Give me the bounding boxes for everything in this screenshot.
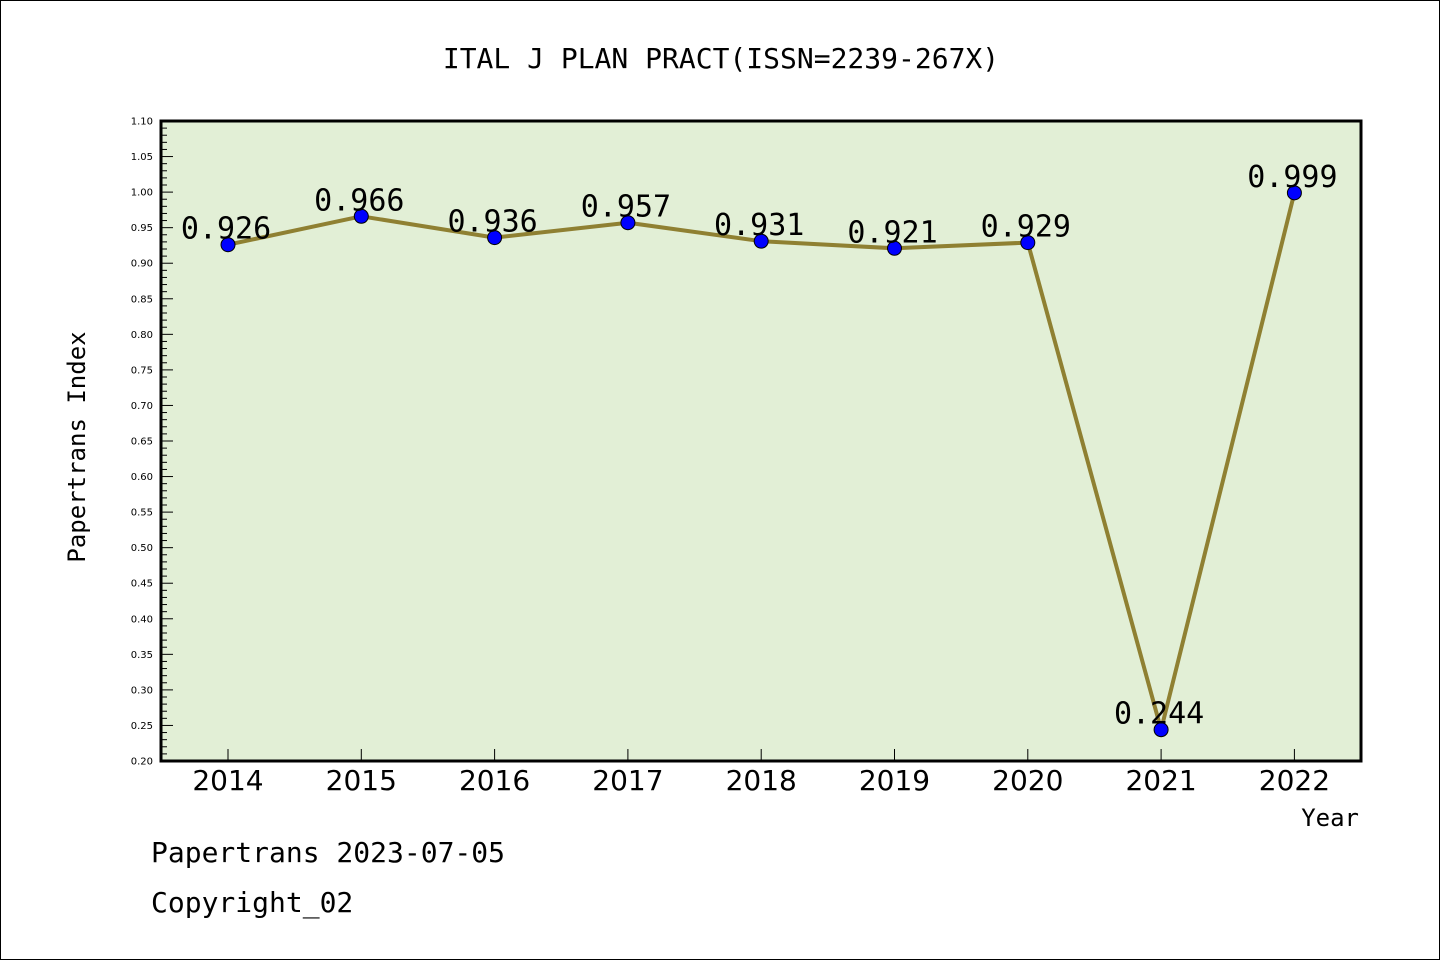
x-tick-label: 2017 <box>592 764 663 797</box>
footer-copyright: Copyright_02 <box>151 886 354 919</box>
x-tick-label: 2021 <box>1125 764 1196 797</box>
y-tick-label: 0.95 <box>131 223 153 234</box>
footer-date: Papertrans 2023-07-05 <box>151 836 506 869</box>
data-label: 0.244 <box>1114 697 1204 732</box>
y-tick-label: 0.45 <box>131 579 153 590</box>
data-point <box>353 208 369 224</box>
data-label: 0.929 <box>981 210 1071 245</box>
data-label: 0.966 <box>314 183 404 218</box>
data-point <box>220 237 236 253</box>
y-tick-label: 1.00 <box>131 188 153 199</box>
x-tick-label: 2019 <box>859 764 930 797</box>
y-tick-label: 0.60 <box>131 472 153 483</box>
y-axis-label: Papertrans Index <box>63 331 91 562</box>
data-label: 0.957 <box>581 190 671 225</box>
y-tick-label: 0.65 <box>131 437 153 448</box>
y-tick-label: 0.70 <box>131 401 153 412</box>
x-axis-label: Year <box>1301 804 1359 832</box>
y-tick-label: 1.05 <box>131 152 153 163</box>
data-point <box>1153 722 1169 738</box>
y-tick-label: 0.75 <box>131 365 153 376</box>
chart-title: ITAL J PLAN PRACT(ISSN=2239-267X) <box>443 42 999 75</box>
y-tick-label: 0.25 <box>131 721 153 732</box>
y-tick-label: 0.20 <box>131 757 153 768</box>
x-tick-label: 2018 <box>726 764 797 797</box>
y-tick-label: 0.80 <box>131 330 153 341</box>
y-tick-label: 0.90 <box>131 259 153 270</box>
plot-border <box>159 119 1363 763</box>
data-point <box>1020 235 1036 251</box>
data-point <box>1286 185 1302 201</box>
plot-area <box>161 121 1361 761</box>
data-label: 0.921 <box>847 215 937 250</box>
data-point <box>887 240 902 256</box>
x-tick-label: 2016 <box>459 764 530 797</box>
y-tick-label: 0.35 <box>131 650 153 661</box>
x-tick-label: 2014 <box>192 764 263 797</box>
y-tick-label: 0.50 <box>131 543 153 554</box>
data-label: 0.926 <box>181 212 271 247</box>
y-tick-label: 0.85 <box>131 294 153 305</box>
data-point <box>620 215 636 231</box>
x-tick-label: 2015 <box>326 764 397 797</box>
y-tick-label: 0.40 <box>131 614 153 625</box>
x-tick-label: 2020 <box>992 764 1063 797</box>
data-label: 0.931 <box>714 208 804 243</box>
data-label: 0.936 <box>447 205 537 240</box>
y-tick-label: 0.30 <box>131 685 153 696</box>
x-tick-label: 2022 <box>1259 764 1330 797</box>
data-point <box>753 233 769 249</box>
data-label: 0.999 <box>1247 160 1337 195</box>
data-point <box>487 230 503 246</box>
y-tick-label: 0.55 <box>131 508 153 519</box>
y-tick-label: 1.10 <box>131 117 153 128</box>
